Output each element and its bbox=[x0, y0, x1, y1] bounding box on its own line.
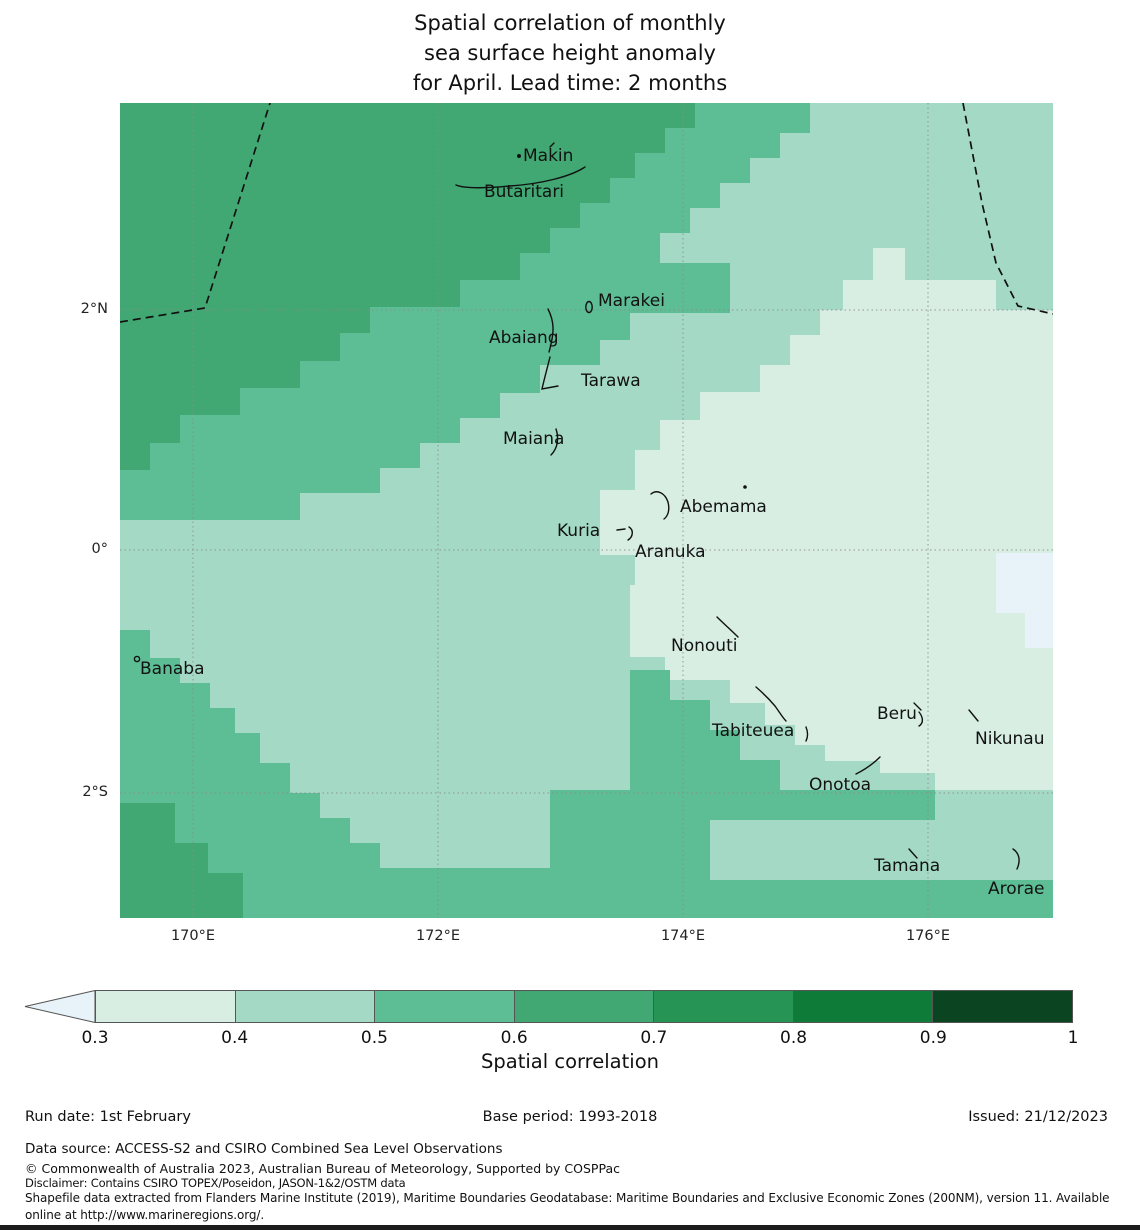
map-region-below-0.3 bbox=[996, 553, 1053, 613]
x-tick-174E: 174°E bbox=[660, 928, 706, 944]
island-outline-beru bbox=[913, 702, 924, 727]
map-region-below-0.3 bbox=[1025, 613, 1053, 648]
island-outline-nonouti bbox=[716, 616, 739, 638]
map-region-0.6-0.7-sw bbox=[175, 843, 208, 918]
island-outline-abemama-islet bbox=[743, 485, 747, 489]
y-tick-2N: 2°N bbox=[80, 301, 108, 317]
colorbar-seg-0.6-0.7 bbox=[513, 991, 654, 1022]
colorbar-seg-0.3-0.4 bbox=[96, 991, 235, 1022]
chart-title: Spatial correlation of monthly sea surfa… bbox=[0, 8, 1140, 98]
y-tick-2S: 2°S bbox=[82, 784, 108, 800]
island-label-tabiteuea: Tabiteuea bbox=[711, 721, 794, 741]
island-outline-abaiang bbox=[547, 308, 554, 353]
bottom-edge-bar bbox=[0, 1225, 1140, 1230]
y-tick-0: 0° bbox=[91, 541, 108, 557]
eez-boundary-line bbox=[120, 103, 1053, 323]
island-label-banaba: Banaba bbox=[140, 659, 204, 679]
island-label-makin: Makin bbox=[523, 146, 573, 166]
island-label-marakei: Marakei bbox=[598, 291, 665, 311]
colorbar-tick-0.8: 0.8 bbox=[780, 1028, 808, 1048]
island-label-tarawa: Tarawa bbox=[580, 371, 641, 391]
island-outline-onotoa bbox=[855, 756, 881, 775]
colorbar-seg-0.7-0.8 bbox=[653, 991, 793, 1022]
island-label-nikunau: Nikunau bbox=[975, 729, 1045, 749]
colorbar-seg-0.8-0.9 bbox=[792, 991, 933, 1022]
map-region-0.6-0.7 bbox=[120, 103, 695, 470]
data-source: Data source: ACCESS-S2 and CSIRO Combine… bbox=[25, 1141, 503, 1157]
island-label-arorae: Arorae bbox=[988, 879, 1045, 899]
island-outline-kuria bbox=[616, 528, 626, 531]
colorbar-tick-0.7: 0.7 bbox=[640, 1028, 668, 1048]
island-outline-marakei bbox=[585, 300, 593, 314]
island-outline-maiana bbox=[550, 428, 559, 456]
colorbar-seg-0.4-0.5 bbox=[234, 991, 375, 1022]
island-outline-tabiteuea bbox=[755, 686, 787, 722]
colorbar: 0.3 0.4 0.5 0.6 0.7 0.8 0.9 1 Spatial correlati… bbox=[0, 988, 1140, 1078]
colorbar-label: Spatial correlation bbox=[481, 1050, 659, 1073]
colorbar-segments bbox=[95, 990, 1073, 1023]
island-label-tamana: Tamana bbox=[873, 856, 940, 876]
title-line-3: for April. Lead time: 2 months bbox=[412, 71, 728, 95]
colorbar-tick-0.9: 0.9 bbox=[919, 1028, 947, 1048]
island-label-kuria: Kuria bbox=[557, 521, 600, 541]
island-outline-abemama bbox=[650, 491, 670, 520]
island-outlines bbox=[133, 142, 1020, 870]
island-outline-nikunau bbox=[968, 709, 979, 722]
gridlines bbox=[120, 103, 1053, 918]
copyright: © Commonwealth of Australia 2023, Austra… bbox=[25, 1161, 620, 1176]
x-tick-176E: 176°E bbox=[905, 928, 951, 944]
disclaimer: Disclaimer: Contains CSIRO TOPEX/Poseido… bbox=[25, 1176, 406, 1190]
island-label-onotoa: Onotoa bbox=[809, 775, 871, 795]
colorbar-tick-1: 1 bbox=[1067, 1028, 1079, 1048]
run-date: Run date: 1st February bbox=[25, 1109, 191, 1125]
colorbar-tick-0.5: 0.5 bbox=[360, 1028, 388, 1048]
issued-date: Issued: 21/12/2023 bbox=[968, 1109, 1108, 1125]
title-line-1: Spatial correlation of monthly bbox=[414, 11, 726, 35]
x-tick-170E: 170°E bbox=[170, 928, 216, 944]
island-label-abemama: Abemama bbox=[680, 497, 767, 517]
island-outline-aranuka bbox=[627, 526, 633, 541]
shapefile-attribution: Shapefile data extracted from Flanders M… bbox=[25, 1191, 1110, 1222]
x-tick-172E: 172°E bbox=[415, 928, 461, 944]
colorbar-under-arrow bbox=[24, 990, 96, 1023]
island-outline-tabiteuea-south bbox=[805, 726, 809, 742]
colorbar-tick-0.4: 0.4 bbox=[221, 1028, 249, 1048]
island-label-abaiang: Abaiang bbox=[489, 328, 559, 348]
base-period: Base period: 1993-2018 bbox=[482, 1109, 658, 1125]
island-label-butaritari: Butaritari bbox=[484, 182, 564, 202]
island-outline-banaba bbox=[133, 655, 141, 663]
island-outline-butaritari bbox=[455, 166, 586, 189]
correlation-map: Makin Butaritari Marakei Abaiang Tarawa Maian… bbox=[120, 103, 1053, 918]
title-line-2: sea surface height anomaly bbox=[424, 41, 716, 65]
island-label-beru: Beru bbox=[877, 704, 917, 724]
map-region-0.5-0.6-south bbox=[120, 630, 1053, 918]
colorbar-tick-0.6: 0.6 bbox=[500, 1028, 528, 1048]
island-outline-arorae bbox=[1012, 848, 1020, 870]
island-outline-makin bbox=[517, 154, 522, 159]
island-outline-tamana bbox=[908, 848, 918, 859]
colorbar-seg-0.9-1.0 bbox=[932, 991, 1073, 1022]
colorbar-seg-0.5-0.6 bbox=[374, 991, 514, 1022]
island-labels: Makin Butaritari Marakei Abaiang Tarawa Maian… bbox=[140, 146, 1045, 899]
map-region-0.6-0.7-sw bbox=[120, 803, 175, 918]
island-label-maiana: Maiana bbox=[503, 429, 564, 449]
island-outline-makin bbox=[549, 142, 555, 148]
map-region-0.6-0.7-sw bbox=[208, 873, 243, 918]
colorbar-tick-0.3: 0.3 bbox=[81, 1028, 109, 1048]
island-label-aranuka: Aranuka bbox=[635, 542, 706, 562]
island-label-nonouti: Nonouti bbox=[671, 636, 737, 656]
island-outline-tarawa bbox=[541, 356, 559, 390]
map-region-0.3-0.4 bbox=[600, 248, 1053, 790]
